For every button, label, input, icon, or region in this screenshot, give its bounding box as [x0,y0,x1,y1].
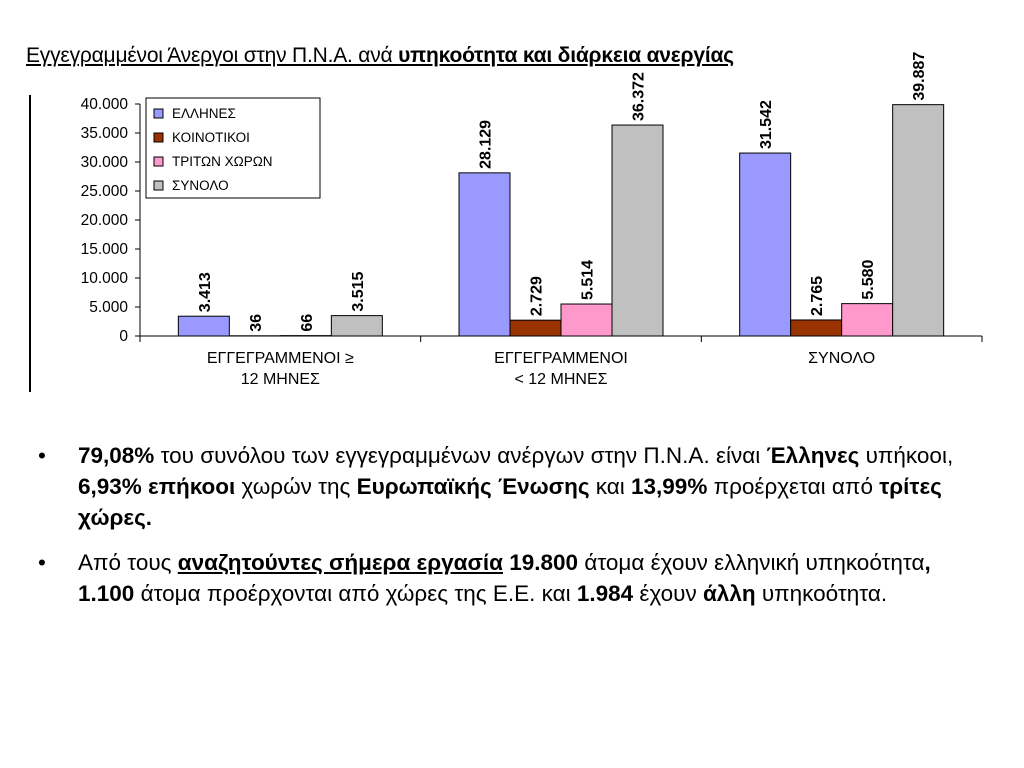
data-label: 5.514 [580,260,597,300]
x-category-label: ΕΓΓΕΓΡΑΜΜΕΝΟΙ [494,350,628,367]
data-label: 36.372 [631,72,648,121]
bullet-list: • 79,08% του συνόλου των εγγεγραμμένων αν… [38,440,968,623]
chart-legend: ΕΛΛΗΝΕΣ ΚΟΙΝΟΤΙΚΟΙ ΤΡΙΤΩΝ ΧΩΡΩΝ ΣΥΝΟΛΟ [145,97,321,199]
data-label: 36 [248,314,265,332]
bullet-dot-icon: • [38,550,46,575]
text: και [589,474,632,499]
text-bold: 19.800 [509,550,579,575]
data-label: 2.765 [809,276,826,316]
chart-x-labels: ΕΓΓΕΓΡΑΜΜΕΝΟΙ ≥ 12 ΜΗΝΕΣ ΕΓΓΕΓΡΑΜΜΕΝΟΙ < 12… [207,350,875,388]
bar [611,124,664,337]
y-tick-label: 25.000 [81,183,129,200]
data-label: 66 [299,314,316,332]
text: Από τους [78,550,178,575]
text: του συνόλου των εγγεγραμμένων ανέργων στ… [154,443,767,468]
y-tick-label: 30.000 [81,154,129,171]
data-label: 5.580 [860,259,877,299]
data-label: 31.542 [758,100,775,149]
text: έχουν [633,581,703,606]
text: υπηκοότητα. [755,581,888,606]
x-category-label: < 12 ΜΗΝΕΣ [514,371,607,388]
bullet-item-1: • 79,08% του συνόλου των εγγεγραμμένων αν… [38,440,968,533]
legend-swatch [153,156,164,167]
y-tick-label: 10.000 [81,270,129,287]
text-bold: Ευρωπαϊκής Ένωσης [356,474,590,499]
page-title: Εγγεγραμμένοι Άνεργοι στην Π.Ν.Α. ανά υπ… [26,44,1006,68]
text-bold: 79,08% [78,443,155,468]
legend-label: ΕΛΛΗΝΕΣ [172,106,236,121]
text-bold: 6,93% επήκοοι [78,474,236,499]
text-bold: τρίτες χώρες. [78,474,942,530]
legend-swatch [153,132,164,143]
x-category-label: 12 ΜΗΝΕΣ [241,371,320,388]
data-label: 2.729 [529,276,546,316]
y-tick-label: 40.000 [81,96,129,113]
bar [560,303,613,337]
bar [509,319,562,337]
y-tick-label: 35.000 [81,125,129,142]
bar [739,152,792,337]
text-bold: Έλληνες [766,443,860,468]
x-category-label: ΣΥΝΟΛΟ [808,350,875,367]
title-part1: Εγγεγραμμένοι Άνεργοι στην Π.Ν.Α. ανά [26,44,399,67]
bar [458,172,511,337]
chart-bars [177,104,945,337]
text: χωρών της [235,474,357,499]
text: άτομα έχουν ελληνική υπηκοότητα [578,550,925,575]
y-tick-label: 15.000 [81,241,129,258]
text: υπήκοοι, [859,443,954,468]
bar [790,319,843,337]
y-tick-label: 5.000 [89,299,128,316]
bullet-item-2: • Από τους αναζητούντες σήμερα εργασία 19… [38,547,968,609]
legend-swatch [153,108,164,119]
bar [330,315,383,337]
text-bold: άλλη [702,581,756,606]
bar [177,315,230,337]
y-tick-label: 20.000 [81,212,129,229]
bar [841,303,894,337]
chart-data-labels: 3.413 36 66 3.515 28.129 2.729 5.514 36.372 31.5… [197,52,928,332]
data-label: 39.887 [911,52,928,101]
text-bold: 1.984 [576,581,634,606]
text-bold-underline: αναζητούντες σήμερα εργασία [177,550,503,575]
legend-label: ΚΟΙΝΟΤΙΚΟΙ [172,130,250,145]
data-label: 3.413 [197,272,214,312]
legend-label: ΤΡΙΤΩΝ ΧΩΡΩΝ [172,154,273,169]
legend-swatch [153,180,164,191]
text-bold: , 1.100 [78,550,931,606]
bullet-dot-icon: • [38,443,46,468]
data-label: 28.129 [478,120,495,169]
bar [892,104,945,337]
x-category-label: ΕΓΓΕΓΡΑΜΜΕΝΟΙ ≥ [207,350,354,367]
text-bold: 13,99% [631,474,708,499]
text: άτομα προέρχονται από χώρες της Ε.Ε. και [134,581,577,606]
text: προέρχεται από [707,474,880,499]
y-tick-label: 0 [119,328,128,345]
legend-label: ΣΥΝΟΛΟ [172,178,229,193]
legend-box [145,97,321,199]
title-part2: υπηκοότητα και διάρκεια ανεργίας [398,44,734,67]
data-label: 3.515 [350,271,367,311]
bar-chart: 0 5.000 10.000 15.000 20.000 25.000 30.000 35.0… [29,52,983,392]
